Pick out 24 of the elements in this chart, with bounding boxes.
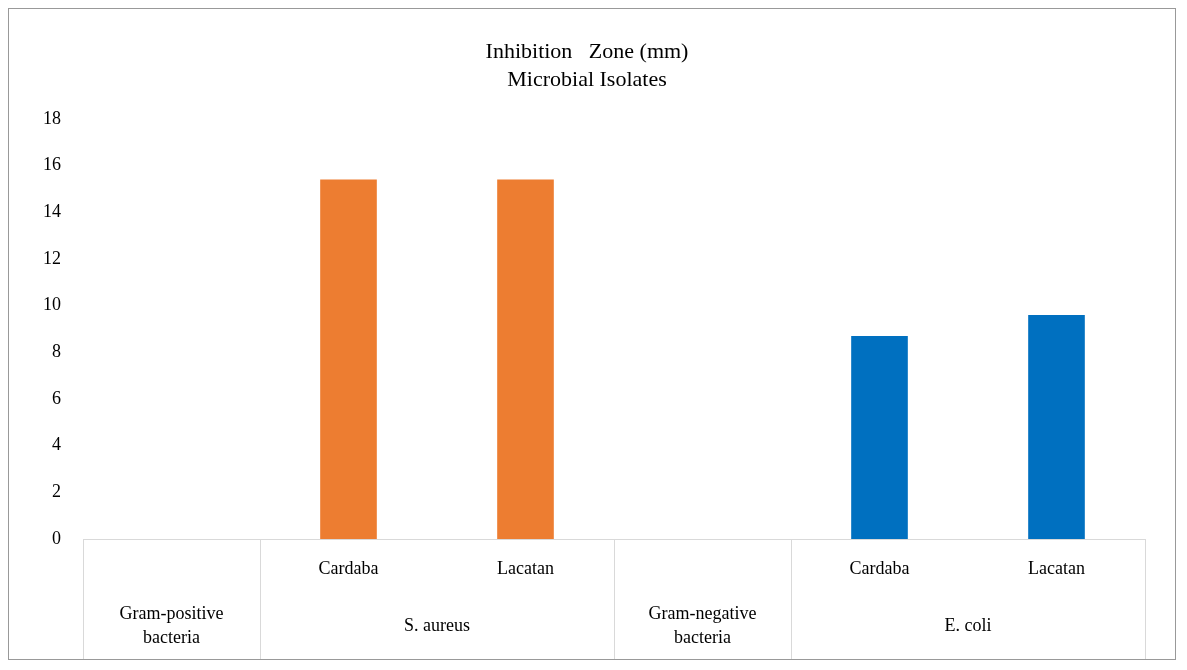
y-tick-label: 0 — [52, 527, 61, 548]
bar — [1028, 314, 1085, 539]
x-tick-label: Cardaba — [849, 557, 910, 578]
y-tick-label: 2 — [52, 481, 61, 502]
bar — [320, 179, 377, 539]
y-tick-label: 14 — [43, 200, 61, 221]
y-tick-label: 6 — [52, 387, 61, 408]
text: Gram-negative bacteria — [648, 602, 757, 647]
chart-subtitle: Microbial Isolates — [507, 66, 667, 92]
chart-title: Inhibition Zone (mm) — [485, 37, 689, 63]
text: S. aureus — [404, 614, 470, 635]
y-tick-label: 18 — [43, 107, 61, 128]
y-tick-label: 10 — [43, 294, 61, 315]
text: E. coli — [944, 614, 992, 635]
text: Gram-positive bacteria — [119, 602, 224, 647]
bar — [851, 335, 908, 539]
y-tick-label: 12 — [43, 247, 61, 268]
y-tick-label: 4 — [52, 434, 61, 455]
y-tick-label: 16 — [43, 154, 61, 175]
y-tick-label: 8 — [52, 340, 61, 361]
x-tick-label: Cardaba — [318, 557, 379, 578]
x-tick-label: Lacatan — [497, 557, 554, 578]
x-tick-label: Lacatan — [1028, 557, 1085, 578]
bar — [497, 179, 554, 539]
